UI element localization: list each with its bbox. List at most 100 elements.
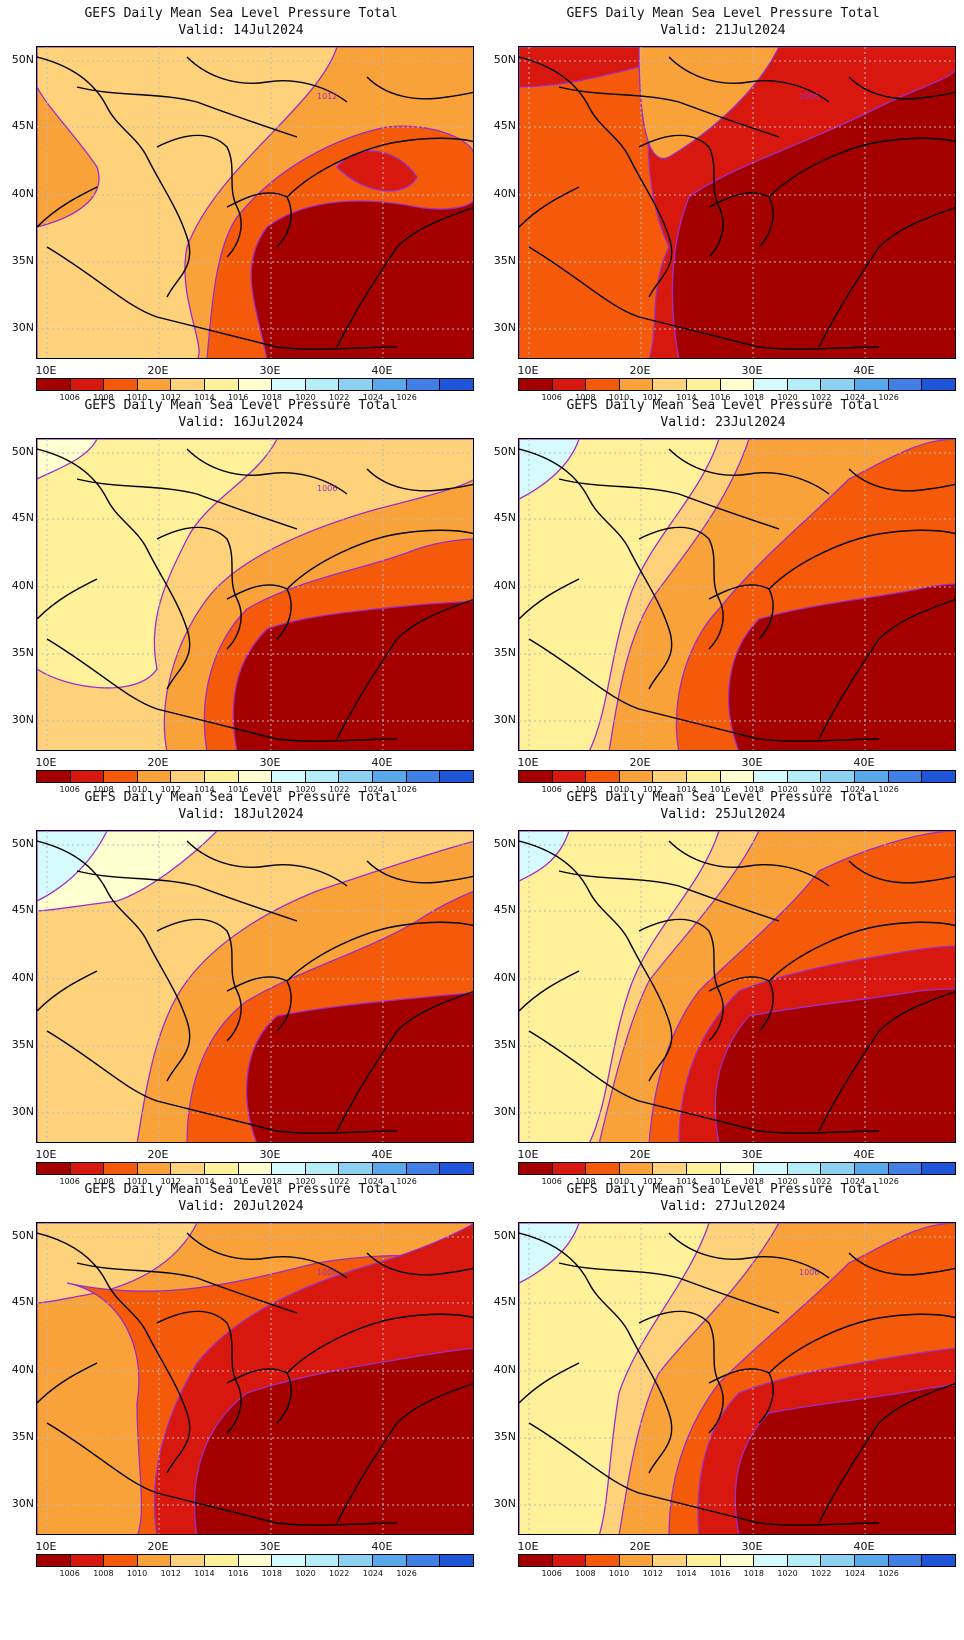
- colorbar-swatch: [70, 379, 105, 390]
- coastline: [848, 860, 955, 884]
- longitude-label: 40E: [853, 756, 875, 769]
- colorbar-label: 1008: [575, 785, 596, 794]
- map-canvas: [37, 831, 473, 1142]
- latitude-label: 40N: [493, 187, 516, 200]
- colorbar-swatch: [104, 1555, 138, 1566]
- coastline: [336, 598, 473, 740]
- colorbar-label: 1024: [844, 1177, 866, 1186]
- latitude-label: 30N: [493, 713, 516, 726]
- coastline: [156, 918, 242, 1042]
- map-panel: GEFS Daily Mean Sea Level Pressure Total…: [482, 0, 964, 410]
- panel-valid-date: Valid: 20Jul2024: [178, 1199, 304, 1214]
- colorbar-swatch: [339, 379, 374, 390]
- colorbar-label: 1018: [261, 393, 283, 402]
- colorbar-label: 1024: [844, 393, 866, 402]
- colorbar-label: 1024: [362, 393, 384, 402]
- map-panel: GEFS Daily Mean Sea Level Pressure Total…: [482, 392, 964, 802]
- colorbar-swatch: [205, 771, 239, 782]
- coastline: [286, 137, 473, 198]
- coastline: [708, 1368, 774, 1424]
- coastline: [558, 1262, 780, 1314]
- colorbar-swatch: [171, 379, 206, 390]
- colorbar-label: 1020: [777, 1569, 798, 1578]
- colorbar-label: 1006: [59, 1569, 80, 1578]
- colorbar: [36, 1162, 474, 1175]
- latitude-label: 30N: [11, 1105, 34, 1118]
- colorbar-label: 1022: [329, 393, 350, 402]
- colorbar-swatch: [619, 379, 654, 390]
- latitude-label: 50N: [11, 837, 34, 850]
- colorbar-label: 1018: [261, 1177, 283, 1186]
- colorbar-label: 1010: [608, 1569, 630, 1578]
- colorbar-swatch: [821, 771, 856, 782]
- latitude-label: 50N: [11, 445, 34, 458]
- latitude-label: 30N: [11, 1497, 34, 1510]
- coastline: [768, 921, 955, 982]
- colorbar-swatch: [552, 1163, 587, 1174]
- colorbar-label: 1014: [676, 1569, 697, 1578]
- colorbar-label: 1010: [608, 393, 630, 402]
- colorbar-label: 1024: [362, 785, 384, 794]
- coastline: [286, 921, 473, 982]
- colorbar-swatch: [70, 1555, 105, 1566]
- colorbar-label: 1026: [396, 1177, 417, 1186]
- pressure-map: 1006: [518, 1222, 956, 1535]
- latitude-label: 45N: [493, 903, 516, 916]
- pressure-contour-fill: [714, 988, 955, 1142]
- longitude-label: 20E: [629, 364, 651, 377]
- longitude-label: 20E: [147, 756, 169, 769]
- latitude-label: 45N: [11, 511, 34, 524]
- pressure-contour-fill: [519, 1223, 710, 1534]
- latitude-label: 50N: [493, 445, 516, 458]
- contour-label: 1006: [799, 1268, 819, 1277]
- panel-valid-date: Valid: 16Jul2024: [178, 415, 304, 430]
- longitude-label: 20E: [629, 1540, 651, 1553]
- coastline: [186, 840, 348, 887]
- pressure-map: 1006: [518, 46, 956, 359]
- colorbar-swatch: [171, 771, 206, 782]
- colorbar-swatch: [922, 771, 955, 782]
- colorbar-swatch: [653, 771, 688, 782]
- panel-valid-date: Valid: 27Jul2024: [660, 1199, 786, 1214]
- colorbar-swatch: [754, 379, 788, 390]
- coastline: [519, 56, 673, 298]
- coastline: [76, 1262, 298, 1314]
- coastline: [46, 1030, 398, 1134]
- latitude-label: 50N: [11, 53, 34, 66]
- longitude-label: 30E: [259, 1540, 281, 1553]
- coastline: [156, 526, 242, 650]
- colorbar-label: 1008: [575, 393, 596, 402]
- colorbar-label: 1010: [126, 1177, 148, 1186]
- colorbar-swatch: [586, 379, 620, 390]
- latitude-label: 50N: [493, 53, 516, 66]
- colorbar-swatch: [339, 771, 374, 782]
- longitude-label: 40E: [853, 1148, 875, 1161]
- colorbar-swatch: [552, 379, 587, 390]
- colorbar-label: 1024: [844, 785, 866, 794]
- colorbar-swatch: [272, 771, 306, 782]
- panel-title: GEFS Daily Mean Sea Level Pressure Total: [84, 1182, 398, 1197]
- colorbar-swatch: [855, 771, 889, 782]
- coastline: [848, 1252, 955, 1276]
- colorbar-swatch: [888, 379, 923, 390]
- pressure-contour-fill: [37, 831, 108, 902]
- longitude-label: 30E: [741, 1540, 763, 1553]
- coastline: [519, 578, 580, 620]
- latitude-label: 50N: [493, 1229, 516, 1242]
- colorbar-swatch: [137, 379, 172, 390]
- coastline: [528, 1422, 880, 1526]
- colorbar-swatch: [70, 1163, 105, 1174]
- colorbar-label: 1014: [194, 1569, 215, 1578]
- colorbar-label: 1014: [194, 393, 215, 402]
- latitude-label: 40N: [11, 971, 34, 984]
- latitude-label: 35N: [11, 646, 34, 659]
- coastline: [37, 840, 191, 1082]
- colorbar-label: 1026: [396, 1569, 417, 1578]
- contour-label: 1012: [317, 92, 337, 101]
- colorbar-label: 1008: [575, 1177, 596, 1186]
- colorbar-label: 1026: [878, 1177, 899, 1186]
- colorbar-swatch: [373, 1163, 407, 1174]
- colorbar-swatch: [922, 379, 955, 390]
- longitude-label: 30E: [259, 364, 281, 377]
- colorbar-swatch: [586, 1555, 620, 1566]
